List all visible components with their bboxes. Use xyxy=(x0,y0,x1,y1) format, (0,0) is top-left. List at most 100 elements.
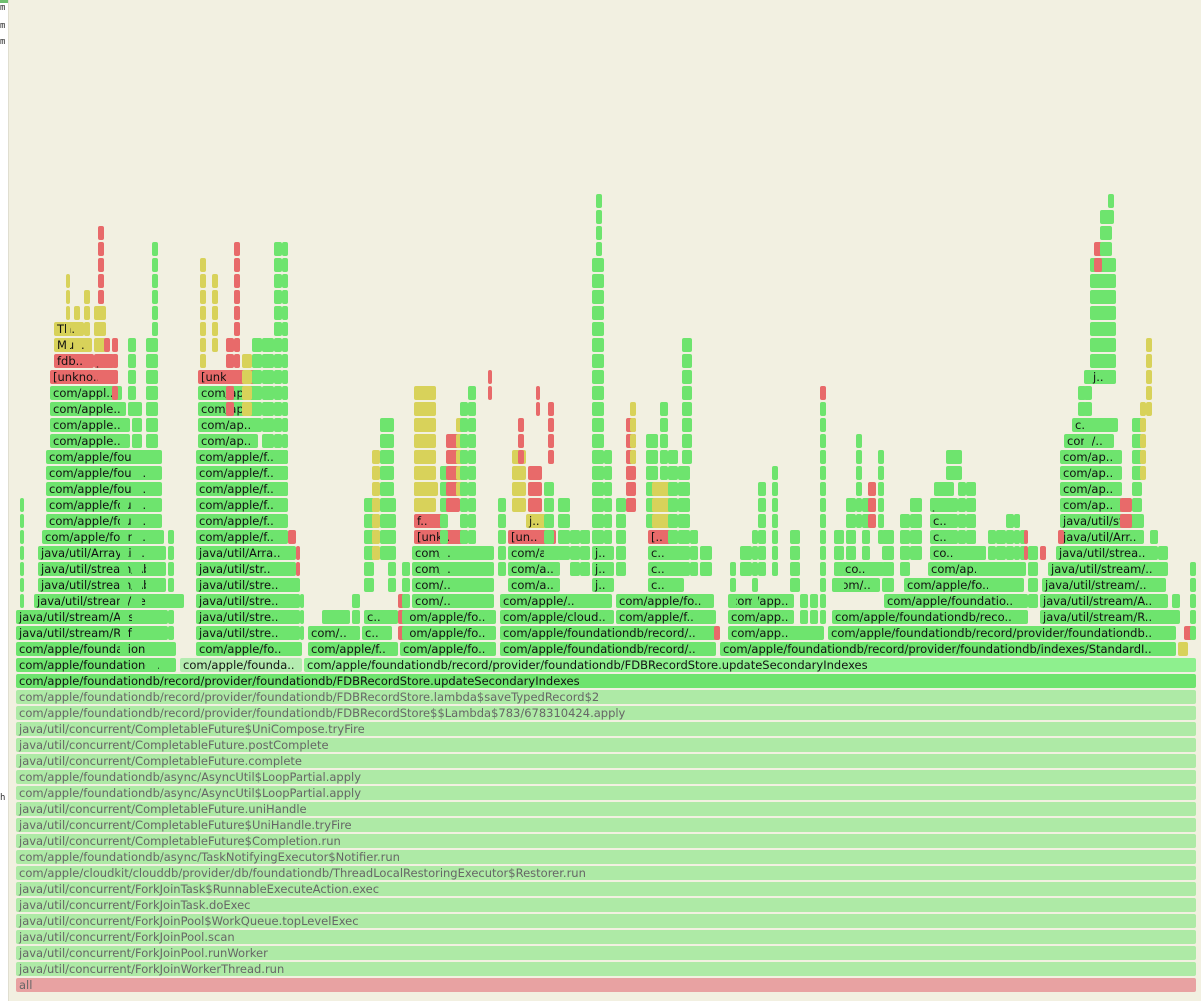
flame-frame-sliver[interactable] xyxy=(752,530,758,544)
flame-frame-sliver[interactable] xyxy=(146,370,158,384)
flame-frame-sliver[interactable] xyxy=(460,434,468,448)
flame-frame-sliver[interactable] xyxy=(234,322,240,336)
flame-frame-sliver[interactable] xyxy=(128,354,136,368)
flame-frame[interactable]: java/util/stream/R.. xyxy=(1040,610,1176,624)
flame-frame-sliver[interactable] xyxy=(200,274,206,288)
flame-frame[interactable]: java/util/stre.. xyxy=(196,610,300,624)
flame-frame[interactable]: java/util/concurrent/CompletableFuture$C… xyxy=(16,834,1196,848)
flame-frame-sliver[interactable] xyxy=(120,642,128,656)
flame-frame[interactable]: java/util/stre.. xyxy=(196,578,300,592)
flame-frame-sliver[interactable] xyxy=(364,514,374,528)
flame-frame-sliver[interactable] xyxy=(1028,562,1038,576)
flame-frame[interactable]: com/apple/foundationdb/async/TaskNotifyi… xyxy=(16,850,1196,864)
flame-frame-sliver[interactable] xyxy=(580,530,590,544)
flame-frame-sliver[interactable] xyxy=(1132,434,1142,448)
flame-frame-sliver[interactable] xyxy=(548,450,554,464)
flame-frame-sliver[interactable] xyxy=(262,370,274,384)
flame-frame-sliver[interactable] xyxy=(868,498,876,512)
flame-frame-sliver[interactable] xyxy=(856,514,862,528)
flame-frame-sliver[interactable] xyxy=(274,354,282,368)
flame-frame-sliver[interactable] xyxy=(630,402,636,416)
flame-frame-sliver[interactable] xyxy=(1190,578,1196,592)
flame-frame-sliver[interactable] xyxy=(282,306,288,320)
flame-frame-sliver[interactable] xyxy=(1140,434,1146,448)
flame-frame[interactable]: java/util/concurrent/CompletableFuture.p… xyxy=(16,738,1196,752)
flame-frame-sliver[interactable] xyxy=(242,370,252,384)
flame-frame-sliver[interactable] xyxy=(146,434,158,448)
flame-frame-sliver[interactable] xyxy=(288,530,296,544)
flame-frame-sliver[interactable] xyxy=(468,482,476,496)
flame-frame-sliver[interactable] xyxy=(1172,610,1180,624)
flame-frame-sliver[interactable] xyxy=(274,370,282,384)
flame-frame-sliver[interactable] xyxy=(966,482,976,496)
flame-frame-sliver[interactable] xyxy=(414,482,436,496)
flame-frame[interactable]: java/util/stream/.. xyxy=(1042,578,1166,592)
flame-frame-sliver[interactable] xyxy=(1108,194,1114,208)
flame-frame-sliver[interactable] xyxy=(1006,514,1014,528)
flame-frame-sliver[interactable] xyxy=(548,418,554,432)
flame-frame-sliver[interactable] xyxy=(380,450,394,464)
flame-frame-sliver[interactable] xyxy=(592,386,604,400)
flame-frame-sliver[interactable] xyxy=(660,418,668,432)
flame-frame-sliver[interactable] xyxy=(834,562,844,576)
flame-frame-sliver[interactable] xyxy=(234,242,240,256)
flame-frame-sliver[interactable] xyxy=(300,610,304,624)
flame-frame-sliver[interactable] xyxy=(98,274,104,288)
flame-frame-sliver[interactable] xyxy=(604,514,612,528)
flame-frame-sliver[interactable] xyxy=(528,482,542,496)
flame-frame-sliver[interactable] xyxy=(112,370,118,384)
flame-frame-sliver[interactable] xyxy=(402,562,410,576)
flame-frame-sliver[interactable] xyxy=(772,562,778,576)
flame-frame-sliver[interactable] xyxy=(146,610,158,624)
flame-frame-sliver[interactable] xyxy=(380,482,394,496)
flame-frame[interactable]: com/a.. xyxy=(508,578,560,592)
flame-frame-sliver[interactable] xyxy=(604,482,612,496)
flame-frame-sliver[interactable] xyxy=(682,450,692,464)
flame-frame-sliver[interactable] xyxy=(592,514,604,528)
flame-frame-sliver[interactable] xyxy=(678,514,690,528)
flame-frame-sliver[interactable] xyxy=(468,418,476,432)
flame-frame-sliver[interactable] xyxy=(352,594,360,608)
flame-frame[interactable]: com/.. xyxy=(412,546,494,560)
flame-frame-sliver[interactable] xyxy=(300,594,304,608)
flame-frame-sliver[interactable] xyxy=(714,626,720,640)
flame-frame-sliver[interactable] xyxy=(820,386,826,400)
flame-frame[interactable]: com/apple/f.. xyxy=(196,450,288,464)
flame-frame-sliver[interactable] xyxy=(1090,338,1116,352)
flame-frame-sliver[interactable] xyxy=(200,354,206,368)
flame-frame-sliver[interactable] xyxy=(678,562,690,576)
flame-frame[interactable]: com/ap.. xyxy=(1060,466,1122,480)
flame-frame-sliver[interactable] xyxy=(372,450,380,464)
flame-frame-sliver[interactable] xyxy=(528,498,542,512)
flame-frame[interactable]: c.. xyxy=(364,610,398,624)
flame-frame-sliver[interactable] xyxy=(460,418,468,432)
flame-frame-sliver[interactable] xyxy=(934,482,954,496)
flame-frame-sliver[interactable] xyxy=(440,562,448,576)
flame-frame-sliver[interactable] xyxy=(498,546,506,560)
flame-frame-sliver[interactable] xyxy=(414,402,436,416)
flame-frame-sliver[interactable] xyxy=(604,450,612,464)
flame-frame-sliver[interactable] xyxy=(274,386,282,400)
flame-frame-sliver[interactable] xyxy=(682,354,692,368)
flame-frame-sliver[interactable] xyxy=(146,642,158,656)
flame-frame[interactable]: j.. xyxy=(592,562,614,576)
flame-frame[interactable]: com/a.. xyxy=(508,562,560,576)
flame-frame-sliver[interactable] xyxy=(1140,402,1146,416)
flame-frame-sliver[interactable] xyxy=(820,578,826,592)
flame-frame[interactable]: com/apple/fou.. xyxy=(46,450,162,464)
flame-frame-sliver[interactable] xyxy=(440,482,448,496)
flame-frame-sliver[interactable] xyxy=(234,274,240,288)
flame-frame-sliver[interactable] xyxy=(758,530,766,544)
flame-frame-sliver[interactable] xyxy=(646,434,658,448)
flame-frame-sliver[interactable] xyxy=(460,498,468,512)
flame-frame-sliver[interactable] xyxy=(440,530,448,544)
flame-frame-sliver[interactable] xyxy=(414,466,436,480)
flame-frame-sliver[interactable] xyxy=(592,274,604,288)
flame-frame-sliver[interactable] xyxy=(976,562,986,576)
flame-frame-sliver[interactable] xyxy=(1090,306,1116,320)
flame-frame-sliver[interactable] xyxy=(372,498,380,512)
flame-frame-sliver[interactable] xyxy=(570,530,580,544)
flame-frame[interactable]: java/util/stream/.. xyxy=(1048,562,1168,576)
flame-frame-sliver[interactable] xyxy=(1184,626,1192,640)
flame-frame-sliver[interactable] xyxy=(592,450,604,464)
